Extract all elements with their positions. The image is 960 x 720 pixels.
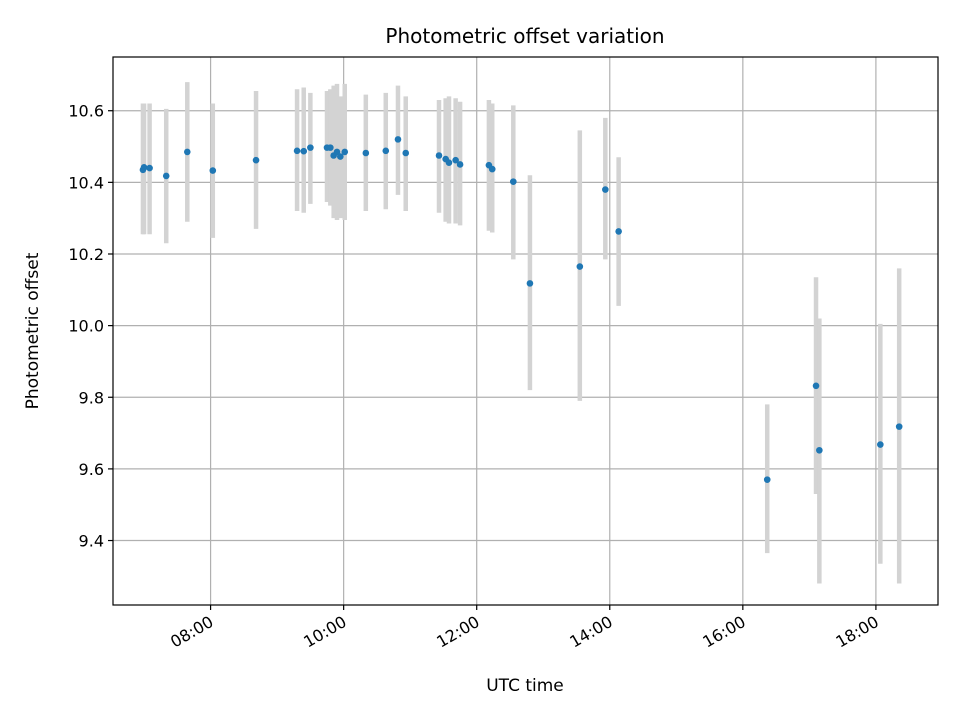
- data-point: [300, 147, 308, 155]
- x-tick-label: 14:00: [566, 612, 615, 652]
- data-point: [488, 165, 496, 173]
- data-point: [526, 280, 534, 287]
- data-point: [402, 149, 410, 157]
- data-point: [293, 147, 301, 155]
- data-point: [445, 159, 453, 166]
- data-point: [341, 148, 349, 156]
- data-point: [327, 144, 334, 151]
- data-point: [140, 164, 148, 171]
- data-points: [139, 136, 903, 483]
- x-tick-label: 10:00: [300, 612, 349, 652]
- data-point: [895, 423, 903, 430]
- x-axis-label: UTC time: [486, 676, 564, 696]
- data-point: [615, 228, 622, 235]
- y-axis-label: Photometric offset: [23, 252, 43, 409]
- y-tick-label: 10.0: [68, 317, 104, 336]
- data-point: [435, 152, 443, 159]
- x-axis-ticks: 08:00 10:00 12:00 14:00 16:00 18:00: [167, 605, 882, 652]
- data-point: [877, 441, 884, 448]
- x-tick-label: 16:00: [699, 612, 748, 652]
- data-point: [394, 136, 402, 143]
- data-point: [333, 148, 341, 156]
- data-point: [452, 156, 459, 164]
- y-tick-label: 9.8: [79, 388, 104, 407]
- y-tick-label: 9.6: [79, 460, 104, 479]
- data-point: [816, 446, 823, 454]
- data-point: [337, 153, 344, 160]
- data-point: [209, 167, 217, 174]
- y-tick-label: 9.4: [79, 532, 104, 551]
- data-point: [812, 382, 820, 390]
- grid: [113, 57, 938, 605]
- data-point: [183, 148, 191, 156]
- plot-frame: [112, 56, 939, 606]
- data-point: [382, 147, 390, 155]
- y-tick-label: 10.6: [68, 102, 104, 121]
- data-point: [763, 476, 771, 483]
- data-point: [162, 172, 170, 180]
- data-point: [456, 161, 464, 168]
- data-point: [146, 164, 153, 172]
- y-tick-label: 10.2: [68, 245, 104, 264]
- chart-title: Photometric offset variation: [385, 24, 664, 48]
- data-point: [576, 263, 584, 270]
- data-point: [362, 149, 370, 157]
- x-tick-label: 08:00: [167, 612, 216, 652]
- data-point: [510, 178, 517, 185]
- x-tick-label: 12:00: [433, 612, 482, 652]
- y-axis-ticks: 9.4 9.6 9.8 10.0 10.2 10.4 10.6: [68, 102, 113, 551]
- data-point: [602, 186, 609, 193]
- data-point: [252, 156, 260, 164]
- x-tick-label: 18:00: [832, 612, 881, 652]
- data-point: [307, 144, 314, 151]
- y-tick-label: 10.4: [68, 173, 104, 192]
